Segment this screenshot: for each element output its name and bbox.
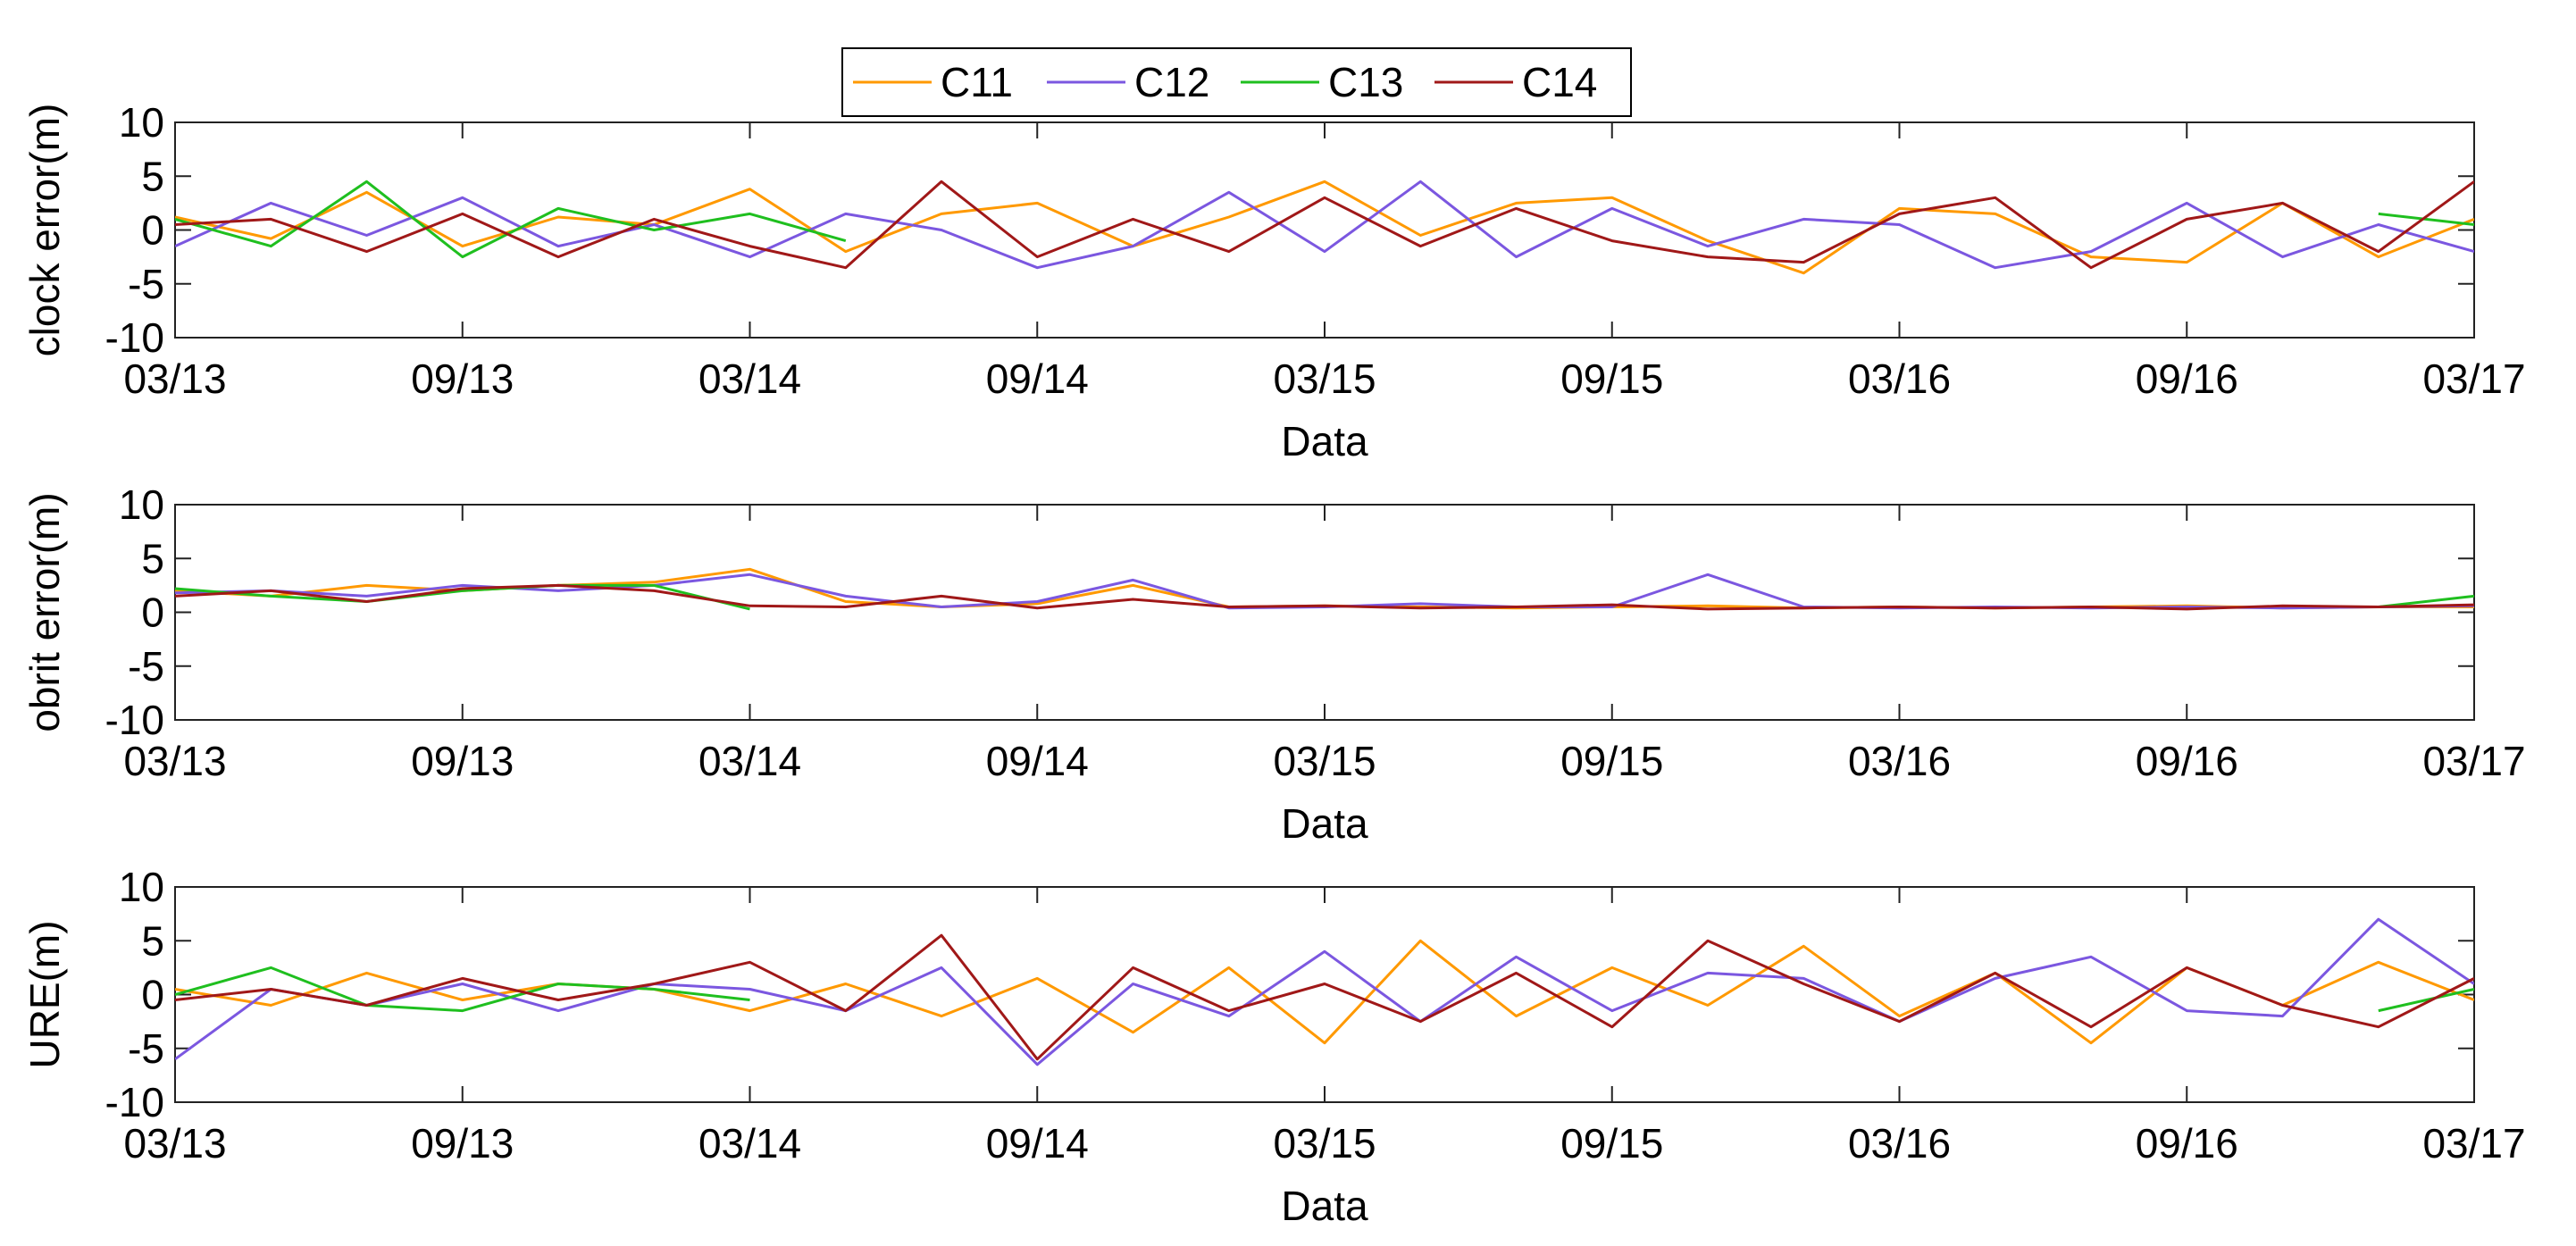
xtick-label: 03/16: [1848, 738, 1951, 784]
series-line-c12: [175, 573, 2474, 610]
ytick-label: -5: [128, 643, 164, 690]
xtick-label: 09/15: [1560, 355, 1663, 402]
xtick-label: 03/16: [1848, 355, 1951, 402]
legend-label-c13: C13: [1328, 59, 1403, 105]
xtick-label: 09/13: [411, 355, 514, 402]
legend-entry-c12: C12: [1047, 59, 1209, 105]
ylabel-ure: URE(m): [21, 920, 68, 1068]
series-line-c11: [175, 180, 2474, 275]
xtick-label: 03/17: [2422, 1120, 2525, 1167]
xtick-label: 03/13: [123, 355, 226, 402]
xtick-label: 09/13: [411, 738, 514, 784]
ylabel-clock-error: clock error(m): [21, 104, 68, 357]
legend-entry-c11: C11: [853, 59, 1013, 105]
ytick-label: 10: [119, 99, 164, 146]
legend-label-c14: C14: [1522, 59, 1597, 105]
ytick-label: -10: [105, 314, 164, 361]
legend-label-c12: C12: [1134, 59, 1209, 105]
xlabel-orbit-error: Data: [1281, 800, 1368, 847]
ytick-label: 10: [119, 864, 164, 910]
ytick-label: -10: [105, 1079, 164, 1125]
xtick-label: 09/14: [986, 1120, 1089, 1167]
xtick-label: 09/16: [2136, 738, 2238, 784]
xtick-label: 03/14: [698, 1120, 801, 1167]
series-line-c14: [175, 583, 2474, 611]
series-line-c13: [175, 583, 2474, 611]
xtick-label: 09/15: [1560, 738, 1663, 784]
series-line-c13: [175, 180, 2474, 259]
ytick-label: -5: [128, 1025, 164, 1072]
xtick-label: 09/16: [2136, 355, 2238, 402]
ylabel-orbit-error: obrit error(m): [21, 492, 68, 732]
ytick-label: 5: [141, 917, 164, 964]
xtick-label: 03/15: [1273, 355, 1376, 402]
xtick-label: 09/14: [986, 355, 1089, 402]
xtick-label: 03/15: [1273, 738, 1376, 784]
xtick-label: 03/16: [1848, 1120, 1951, 1167]
legend-label-c11: C11: [941, 59, 1013, 105]
legend: C11 C12 C13 C14: [841, 47, 1632, 117]
plot-area-1: [174, 504, 2475, 721]
legend-entry-c14: C14: [1434, 59, 1597, 105]
series-line-c12: [175, 917, 2474, 1066]
ytick-label: 0: [141, 972, 164, 1018]
xtick-label: 09/13: [411, 1120, 514, 1167]
xtick-label: 03/14: [698, 738, 801, 784]
xtick-label: 03/13: [123, 738, 226, 784]
ytick-label: -10: [105, 697, 164, 743]
legend-entry-c13: C13: [1241, 59, 1403, 105]
ytick-label: 10: [119, 481, 164, 528]
series-line-c14: [175, 933, 2474, 1061]
ytick-label: -5: [128, 261, 164, 307]
xlabel-clock-error: Data: [1281, 418, 1368, 464]
xtick-label: 03/15: [1273, 1120, 1376, 1167]
ytick-label: 0: [141, 590, 164, 636]
ytick-label: 5: [141, 535, 164, 581]
series-line-c14: [175, 180, 2474, 270]
xlabel-ure: Data: [1281, 1183, 1368, 1229]
ytick-label: 5: [141, 153, 164, 199]
xtick-label: 09/14: [986, 738, 1089, 784]
xtick-label: 09/16: [2136, 1120, 2238, 1167]
xtick-label: 03/14: [698, 355, 801, 402]
xtick-label: 09/15: [1560, 1120, 1663, 1167]
xtick-label: 03/13: [123, 1120, 226, 1167]
xtick-label: 03/17: [2422, 738, 2525, 784]
xtick-label: 03/17: [2422, 355, 2525, 402]
ytick-label: 0: [141, 207, 164, 254]
series-line-c13: [175, 966, 2474, 1013]
series-line-c12: [175, 180, 2474, 270]
